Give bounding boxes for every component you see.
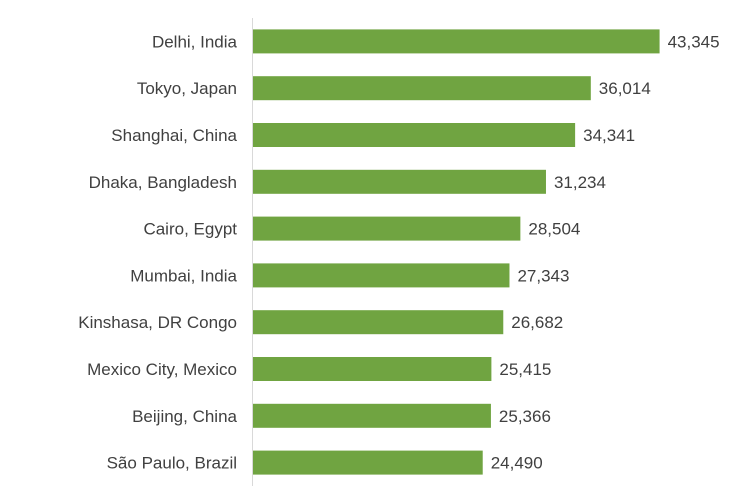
category-label: Beijing, China (132, 407, 237, 426)
bars (253, 29, 660, 475)
bar (253, 29, 660, 54)
bar (253, 403, 491, 428)
category-label: Shanghai, China (111, 126, 237, 145)
value-label: 25,415 (499, 360, 551, 379)
bar (253, 76, 591, 101)
category-label: Mexico City, Mexico (87, 360, 237, 379)
value-label: 26,682 (511, 313, 563, 332)
bar (253, 450, 483, 475)
category-label: Dhaka, Bangladesh (89, 173, 237, 192)
category-label: Tokyo, Japan (137, 79, 237, 98)
category-label: Delhi, India (152, 32, 238, 51)
value-label: 25,366 (499, 407, 551, 426)
value-labels: 43,345 36,014 34,341 31,234 28,504 27,343 26,6… (491, 32, 720, 472)
value-label: 27,343 (517, 266, 569, 285)
value-label: 36,014 (599, 79, 651, 98)
category-label: Mumbai, India (130, 266, 237, 285)
value-label: 43,345 (668, 32, 720, 51)
category-label: São Paulo, Brazil (107, 454, 237, 473)
bar (253, 357, 492, 381)
category-label: Cairo, Egypt (143, 220, 237, 239)
category-label: Kinshasa, DR Congo (78, 313, 237, 332)
value-label: 24,490 (491, 454, 543, 473)
value-label: 31,234 (554, 173, 606, 192)
bar (253, 310, 504, 335)
bar (253, 123, 576, 147)
bar (253, 263, 510, 288)
value-label: 34,341 (583, 126, 635, 145)
bar (253, 169, 546, 194)
bar (253, 216, 521, 241)
value-label: 28,504 (528, 220, 580, 239)
category-labels: Delhi, India Tokyo, Japan Shanghai, China D… (78, 32, 237, 472)
